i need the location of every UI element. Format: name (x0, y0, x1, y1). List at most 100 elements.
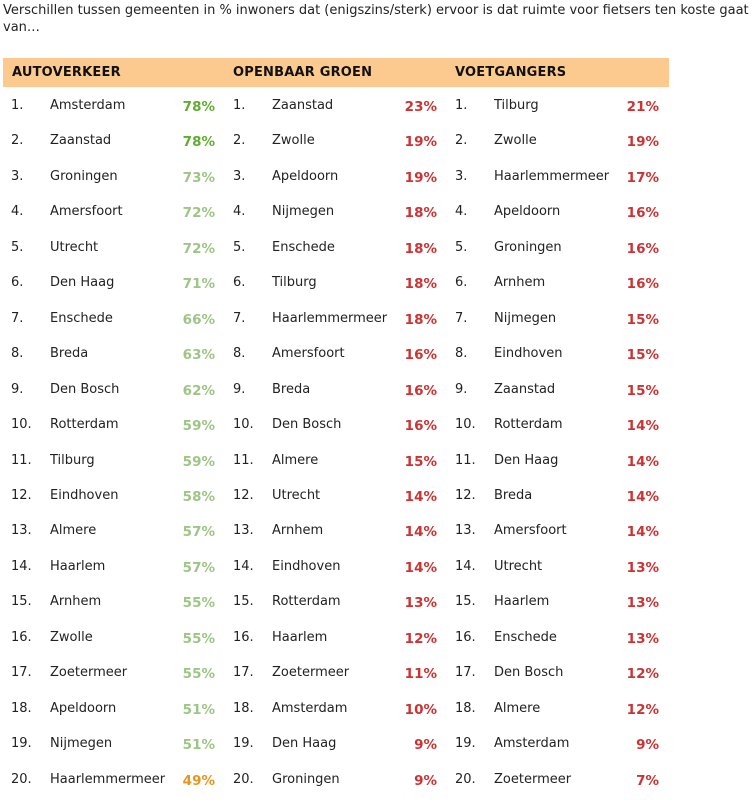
percentage-value: 15% (404, 453, 437, 470)
rank-label: 18. (11, 700, 32, 716)
city-label: Almere (50, 523, 97, 539)
rank-label: 14. (455, 558, 476, 574)
city-label: Eindhoven (272, 558, 341, 574)
rank-label: 10. (455, 417, 476, 433)
percentage-value: 62% (182, 382, 215, 399)
rank-label: 14. (11, 558, 32, 574)
rank-label: 7. (11, 310, 24, 326)
city-label: Arnhem (494, 275, 546, 291)
city-label: Haarlemmermeer (50, 771, 166, 787)
city-label: Haarlem (50, 558, 106, 574)
city-label: Nijmegen (272, 204, 335, 220)
percentage-value: 16% (626, 240, 659, 257)
header-autoverkeer: AUTOVERKEER (12, 65, 121, 80)
city-label: Arnhem (50, 594, 102, 610)
city-label: Amsterdam (50, 98, 126, 113)
percentage-value: 21% (626, 99, 659, 115)
rank-label: 5. (233, 239, 246, 255)
city-label: Den Haag (272, 736, 337, 752)
city-label: Eindhoven (494, 346, 563, 362)
percentage-value: 23% (404, 99, 437, 115)
table-row: 1. Amsterdam 78% 1. Zaanstad 23% 1. Tilburg 21% (0, 97, 756, 132)
percentage-value: 9% (414, 772, 437, 789)
percentage-value: 66% (182, 311, 215, 328)
percentage-value: 14% (626, 453, 659, 470)
rank-label: 2. (233, 133, 246, 149)
percentage-value: 59% (182, 418, 215, 435)
table-row: 8. Breda 63% 8. Amersfoort 16% 8. Eindhoven 15% (0, 345, 756, 380)
rank-label: 20. (233, 771, 254, 787)
table-row: 2. Zaanstad 78% 2. Zwolle 19% 2. Zwolle 19% (0, 132, 756, 167)
rank-label: 14. (233, 558, 254, 574)
city-label: Nijmegen (50, 736, 113, 752)
table-row: 5. Utrecht 72% 5. Enschede 18% 5. Groningen 16% (0, 239, 756, 274)
city-label: Eindhoven (50, 487, 119, 503)
rank-label: 3. (11, 168, 24, 184)
percentage-value: 19% (626, 134, 659, 151)
rank-label: 3. (455, 168, 468, 184)
rank-label: 15. (233, 594, 254, 610)
percentage-value: 73% (182, 169, 215, 186)
city-label: Amersfoort (272, 346, 345, 362)
city-label: Utrecht (50, 239, 99, 255)
city-label: Apeldoorn (50, 700, 117, 716)
rank-label: 6. (455, 275, 468, 291)
rank-label: 1. (233, 98, 246, 113)
percentage-value: 72% (182, 240, 215, 257)
header-voetgangers: VOETGANGERS (455, 65, 567, 80)
rank-label: 17. (233, 665, 254, 681)
city-label: Amersfoort (494, 523, 567, 539)
rank-label: 16. (455, 629, 476, 645)
rank-label: 18. (455, 700, 476, 716)
percentage-value: 18% (404, 311, 437, 328)
city-label: Rotterdam (272, 594, 341, 610)
percentage-value: 12% (626, 666, 659, 683)
city-label: Breda (272, 381, 311, 397)
rank-label: 8. (233, 346, 246, 362)
table-row: 14. Haarlem 57% 14. Eindhoven 14% 14. Utrecht 13… (0, 558, 756, 593)
table-row: 12. Eindhoven 58% 12. Utrecht 14% 12. Breda 14% (0, 487, 756, 522)
table-row: 7. Enschede 66% 7. Haarlemmermeer 18% 7. Nijmeg… (0, 310, 756, 345)
rank-label: 5. (11, 239, 24, 255)
rank-label: 2. (11, 133, 24, 149)
rank-label: 1. (455, 98, 468, 113)
rank-label: 4. (233, 204, 246, 220)
rank-label: 10. (11, 417, 32, 433)
percentage-value: 15% (626, 347, 659, 364)
percentage-value: 18% (404, 240, 437, 257)
percentage-value: 13% (626, 630, 659, 647)
city-label: Den Bosch (50, 381, 120, 397)
city-label: Utrecht (494, 558, 543, 574)
city-label: Zwolle (272, 133, 315, 149)
table-row: 10. Rotterdam 59% 10. Den Bosch 16% 10. Rotterd… (0, 416, 756, 451)
percentage-value: 55% (182, 595, 215, 612)
percentage-value: 16% (404, 347, 437, 364)
rank-label: 9. (455, 381, 468, 397)
rank-label: 17. (11, 665, 32, 681)
table-row: 16. Zwolle 55% 16. Haarlem 12% 16. Enschede 13% (0, 629, 756, 664)
rank-label: 1. (11, 98, 24, 113)
rank-label: 4. (11, 204, 24, 220)
percentage-value: 12% (404, 630, 437, 647)
percentage-value: 16% (626, 276, 659, 293)
rank-label: 19. (233, 736, 254, 752)
table-row: 9. Den Bosch 62% 9. Breda 16% 9. Zaanstad 15% (0, 381, 756, 416)
percentage-value: 12% (626, 701, 659, 718)
table-row: 11. Tilburg 59% 11. Almere 15% 11. Den Haag 14% (0, 452, 756, 487)
table-row: 20. Haarlemmermeer 49% 20. Groningen 9% 20. Zoe… (0, 771, 756, 806)
percentage-value: 13% (404, 595, 437, 612)
percentage-value: 49% (182, 772, 215, 789)
rank-label: 8. (11, 346, 24, 362)
rank-label: 13. (11, 523, 32, 539)
percentage-value: 17% (626, 169, 659, 186)
percentage-value: 14% (404, 559, 437, 576)
percentage-value: 63% (182, 347, 215, 364)
city-label: Enschede (494, 629, 557, 645)
table-row: 3. Groningen 73% 3. Apeldoorn 19% 3. Haarlemmer… (0, 168, 756, 203)
percentage-value: 7% (636, 772, 659, 789)
city-label: Den Haag (50, 275, 115, 291)
city-label: Zaanstad (50, 133, 112, 149)
percentage-value: 55% (182, 630, 215, 647)
rank-label: 9. (11, 381, 24, 397)
percentage-value: 57% (182, 524, 215, 541)
